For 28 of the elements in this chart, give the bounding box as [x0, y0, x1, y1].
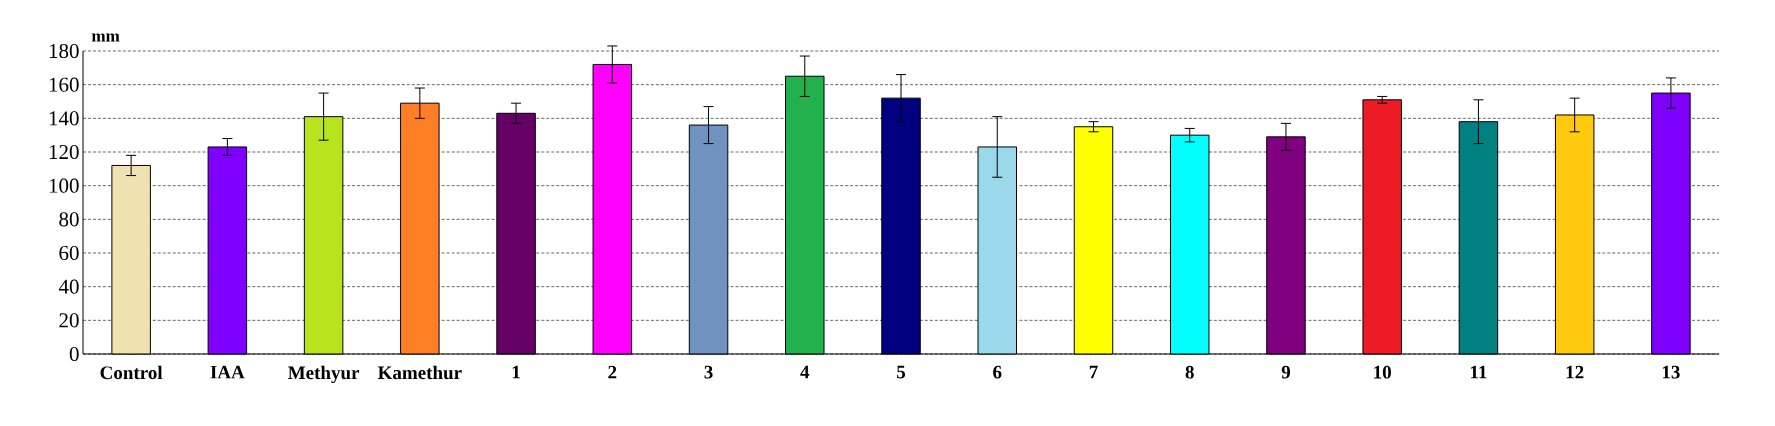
y-tick-label: 60: [59, 245, 79, 261]
x-tick-label: Kamethur: [377, 365, 462, 380]
y-tick-label: 160: [49, 77, 79, 92]
x-tick-label: IAA: [210, 365, 245, 379]
y-tick-label: 40: [58, 279, 79, 294]
x-tick-label: 2: [608, 365, 617, 379]
x-tick-label: 10: [1374, 365, 1391, 379]
x-tick-label: 4: [800, 365, 810, 379]
x-tick-label: 7: [1089, 365, 1098, 379]
x-tick-label: 8: [1185, 365, 1194, 379]
y-tick-label: 120: [49, 144, 79, 160]
y-axis-title: mm: [91, 33, 120, 42]
y-tick-label: 100: [49, 178, 79, 193]
y-tick-label: 0: [69, 346, 79, 362]
x-tick-label: Control: [100, 365, 163, 380]
x-tick-label: 9: [1281, 365, 1291, 379]
y-tick-label: 140: [49, 111, 79, 126]
y-tick-label: 20: [59, 313, 79, 328]
x-tick-label: 13: [1662, 365, 1680, 379]
x-tick-label: 12: [1566, 365, 1584, 379]
x-tick-label: 6: [993, 365, 1002, 379]
y-tick-label: 180: [49, 43, 79, 59]
x-tick-label: 1: [512, 365, 520, 379]
x-tick-label: 5: [897, 365, 906, 379]
x-tick-label: 11: [1470, 365, 1487, 379]
x-tick-label: Methyur: [288, 365, 360, 384]
y-tick-label: 80: [59, 212, 79, 227]
x-tick-label: 3: [704, 365, 713, 379]
